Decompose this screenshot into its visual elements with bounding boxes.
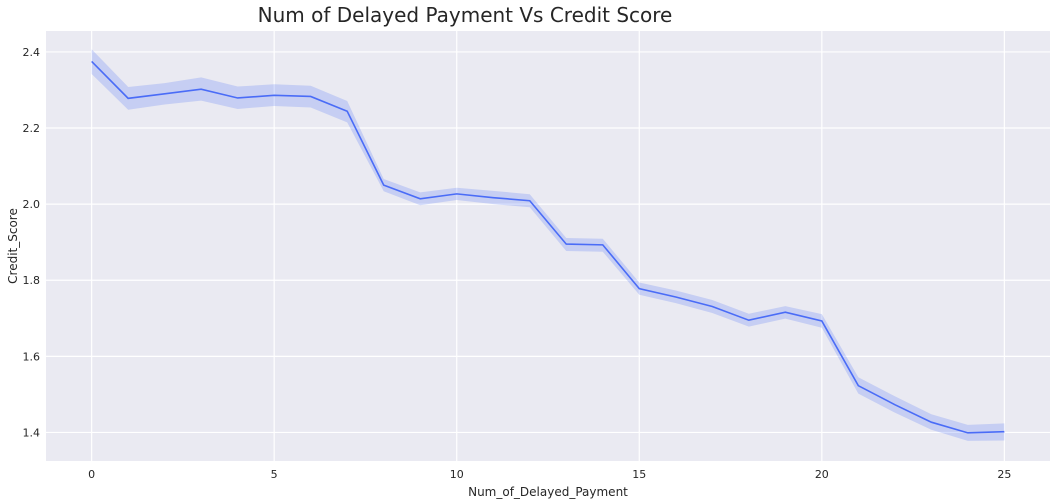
x-tick-label: 5 bbox=[271, 468, 278, 481]
y-tick-label: 1.6 bbox=[23, 350, 41, 363]
y-tick-label: 2.2 bbox=[23, 122, 41, 135]
x-tick-label: 0 bbox=[88, 468, 95, 481]
chart-title: Num of Delayed Payment Vs Credit Score bbox=[258, 3, 673, 27]
y-tick-label: 1.4 bbox=[23, 426, 41, 439]
x-tick-label: 10 bbox=[450, 468, 464, 481]
series-line bbox=[91, 60, 1005, 434]
y-tick-label: 2.4 bbox=[23, 46, 41, 59]
y-tick-label: 2.0 bbox=[23, 198, 41, 211]
x-tick-label: 15 bbox=[632, 468, 646, 481]
y-tick-labels: 1.4 1.6 1.8 2.0 2.2 2.4 bbox=[23, 46, 41, 440]
plot-background bbox=[46, 31, 1050, 461]
x-tick-labels: 0 5 10 15 20 25 bbox=[88, 468, 1011, 481]
y-axis-label: Credit_Score bbox=[6, 208, 20, 284]
confidence-band bbox=[91, 49, 1005, 441]
x-tick-label: 25 bbox=[997, 468, 1011, 481]
grid bbox=[46, 31, 1050, 461]
y-tick-label: 1.8 bbox=[23, 274, 41, 287]
x-tick-label: 20 bbox=[815, 468, 829, 481]
x-axis-label: Num_of_Delayed_Payment bbox=[468, 485, 628, 499]
